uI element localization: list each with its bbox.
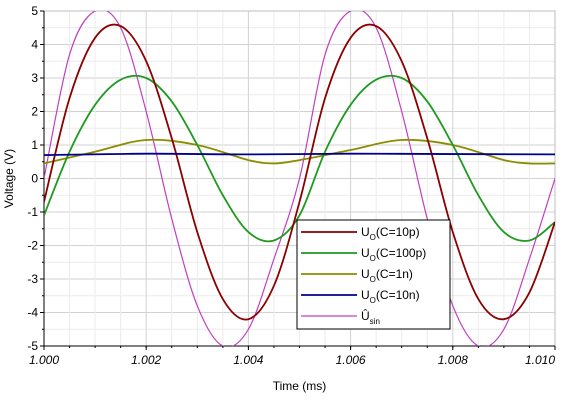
y-tick-label: -1 [27,205,38,219]
grid [43,10,556,347]
x-tick-label: 1.000 [29,353,59,367]
legend-label-main: U [361,288,370,302]
y-tick-label: -4 [27,306,38,320]
legend-entry: UO(C=10n) [361,288,420,305]
series-line-0 [44,23,555,321]
legend-label-rest: (C=1n) [376,267,413,281]
series-line-3 [44,152,555,156]
legend-entry: UO(C=100p) [361,246,426,263]
legend-label-sub: sin [370,317,380,326]
legend-label-rest: (C=10n) [376,288,420,302]
series-line-2 [44,138,555,165]
legend-entry: Ûsin [361,308,380,326]
x-tick-label: 1.008 [438,353,468,367]
series-line-1 [44,74,555,243]
legend-entry: UO(C=10p) [361,225,420,242]
y-tick-label: 3 [31,71,38,85]
axes: 5 4 3 2 1 0 -1 -2 -3 -4 -51.000 1.002 1.004 1.006 1.00… [27,4,556,367]
legend-label-sub: O [370,296,376,305]
legend-label-main: U [361,246,370,260]
x-tick-label: 1.010 [525,353,555,367]
legend-label-rest: (C=10p) [376,225,420,239]
series-lines [44,11,555,346]
legend-label-main: Û [361,308,370,323]
y-tick-label: 1 [31,138,38,152]
x-tick-label: 1.002 [131,353,161,367]
y-tick-label: -2 [27,239,38,253]
legend-label-main: U [361,225,370,239]
legend-label-sub: O [370,254,376,263]
x-axis-title: Time (ms) [273,379,327,393]
legend: UO(C=10p)UO(C=100p)UO(C=1n)UO(C=10n)Ûsin [296,219,451,330]
x-tick-label: 1.006 [336,353,366,367]
y-tick-label: -5 [27,339,38,353]
y-tick-label: -3 [27,272,38,286]
legend-label-main: U [361,267,370,281]
legend-label-sub: O [370,233,376,242]
y-axis-title: Voltage (V) [2,149,16,208]
legend-label-sub: O [370,275,376,284]
y-tick-label: 2 [31,105,38,119]
y-tick-label: 0 [31,172,38,186]
x-tick-label: 1.004 [233,353,263,367]
y-tick-label: 4 [31,38,38,52]
series-line-4 [44,11,555,346]
legend-entry: UO(C=1n) [361,267,413,284]
y-tick-label: 5 [31,4,38,18]
legend-label-rest: (C=100p) [376,246,426,260]
